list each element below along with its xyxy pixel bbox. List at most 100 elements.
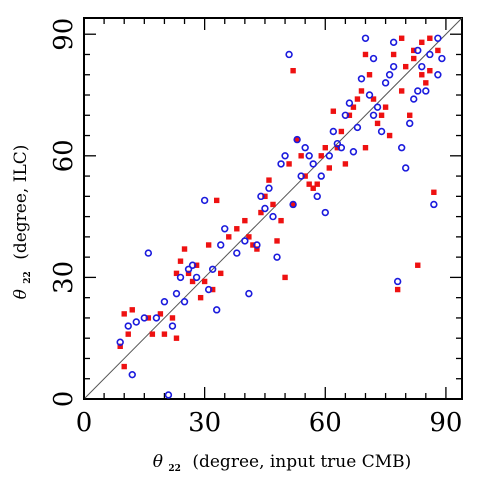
data-point-red xyxy=(246,234,252,240)
data-point-red xyxy=(270,201,276,208)
data-point-blue xyxy=(180,298,189,306)
data-point-red xyxy=(411,47,417,54)
data-point-red xyxy=(415,262,421,268)
data-point-red xyxy=(306,181,312,187)
data-point-red xyxy=(350,104,357,110)
data-point-red xyxy=(354,96,361,102)
data-point-red xyxy=(419,72,425,78)
data-point-red xyxy=(234,226,240,232)
data-point-red xyxy=(181,246,188,252)
x-axis-symbol: θ xyxy=(153,452,163,472)
data-point-red xyxy=(407,112,413,118)
y-axis-text: (degree, ILC) xyxy=(11,145,31,260)
data-point-red xyxy=(403,63,409,70)
data-point-blue xyxy=(353,123,362,132)
data-point-blue xyxy=(176,273,185,282)
data-point-red xyxy=(274,238,280,244)
data-point-red xyxy=(330,108,337,114)
data-point-red xyxy=(362,51,369,58)
data-point-red xyxy=(282,274,288,281)
data-point-red xyxy=(161,331,168,337)
data-point-red xyxy=(258,209,264,216)
data-point-blue xyxy=(426,50,434,59)
data-point-blue xyxy=(369,111,378,119)
data-point-red xyxy=(209,286,216,293)
data-point-red xyxy=(189,278,196,285)
data-point-blue xyxy=(289,200,297,209)
data-point-blue xyxy=(317,172,325,180)
x-tick-label: 30 xyxy=(188,408,221,438)
data-point-red xyxy=(157,311,164,317)
data-point-blue xyxy=(277,160,285,168)
data-point-blue xyxy=(152,314,161,322)
data-point-blue xyxy=(208,265,217,273)
data-point-blue xyxy=(124,322,132,330)
y-axis-title: θ 22 (degree, ILC) xyxy=(11,145,35,300)
data-point-blue xyxy=(434,71,442,79)
data-point-blue xyxy=(192,273,201,282)
data-point-red xyxy=(386,132,393,139)
data-point-blue xyxy=(116,338,124,346)
data-point-red xyxy=(145,315,152,321)
data-point-blue xyxy=(373,103,382,111)
data-point-blue xyxy=(269,212,277,221)
data-point-blue xyxy=(160,298,169,306)
x-tick-labels: 0 30 60 90 xyxy=(76,408,463,438)
data-point-blue xyxy=(309,160,317,168)
data-point-blue xyxy=(329,127,338,136)
data-point-red xyxy=(218,270,224,277)
data-point-red xyxy=(278,217,284,224)
data-point-red xyxy=(294,136,300,143)
y-axis-symbol: θ xyxy=(11,289,31,299)
data-points xyxy=(116,34,446,399)
data-point-blue xyxy=(434,34,442,42)
data-point-red xyxy=(326,165,332,171)
data-point-blue xyxy=(389,38,398,47)
plot-frame xyxy=(83,17,463,400)
x-tick-label: 90 xyxy=(429,408,462,438)
data-point-red xyxy=(427,67,433,74)
data-point-red xyxy=(169,315,176,321)
data-point-blue xyxy=(385,71,394,79)
data-point-red xyxy=(427,35,433,41)
data-point-blue xyxy=(168,322,177,330)
data-point-red xyxy=(129,307,135,313)
x-tick-label: 0 xyxy=(76,408,93,438)
data-point-red xyxy=(177,258,184,264)
data-point-blue xyxy=(297,172,305,180)
data-point-red xyxy=(125,331,131,337)
data-point-red xyxy=(286,161,292,167)
data-point-red xyxy=(242,217,248,224)
data-point-blue xyxy=(273,253,281,261)
data-point-red xyxy=(121,311,127,317)
data-point-red xyxy=(394,286,401,293)
data-point-red xyxy=(322,145,328,151)
data-point-red xyxy=(290,201,296,208)
data-point-blue xyxy=(221,225,229,233)
data-point-red xyxy=(318,153,324,159)
data-point-blue xyxy=(293,135,301,144)
plot-area xyxy=(83,17,463,400)
data-point-red xyxy=(173,270,180,277)
data-point-blue xyxy=(261,204,269,213)
data-point-red xyxy=(374,120,381,127)
y-tick-label: 0 xyxy=(49,391,79,408)
data-point-red xyxy=(298,153,304,159)
data-point-red xyxy=(346,112,353,118)
data-point-blue xyxy=(128,370,136,379)
data-point-red xyxy=(266,177,272,183)
data-point-red xyxy=(362,145,369,151)
data-point-blue xyxy=(349,148,358,156)
data-point-red xyxy=(254,246,260,252)
tick-marks xyxy=(83,18,462,400)
data-point-red xyxy=(398,88,405,94)
data-point-blue xyxy=(337,144,346,152)
data-point-blue xyxy=(301,144,309,152)
data-point-red xyxy=(378,112,385,118)
data-point-blue xyxy=(414,46,422,55)
data-point-red xyxy=(185,270,192,277)
data-point-blue xyxy=(389,62,398,71)
data-point-blue xyxy=(164,391,173,399)
y-axis-subscript: 22 xyxy=(23,271,33,284)
data-point-red xyxy=(193,262,200,268)
